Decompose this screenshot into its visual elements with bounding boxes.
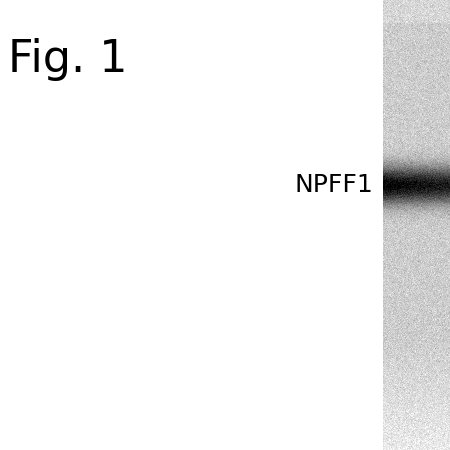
Text: NPFF1: NPFF1 — [294, 173, 373, 197]
Text: Fig. 1: Fig. 1 — [8, 38, 127, 81]
